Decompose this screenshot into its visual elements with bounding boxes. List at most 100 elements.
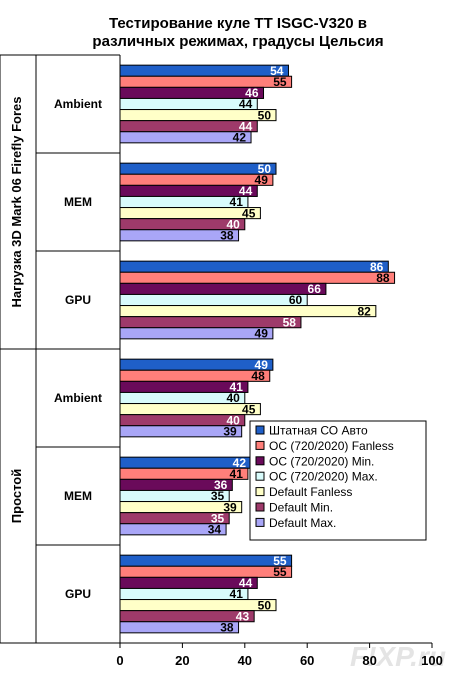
data-label: 35: [211, 511, 225, 525]
data-label: 86: [370, 260, 384, 274]
x-tick-label: 80: [362, 653, 376, 668]
legend-swatch: [255, 471, 265, 481]
data-label: 40: [226, 391, 240, 405]
x-tick-label: 40: [238, 653, 252, 668]
bars: 5455464450444250494441454038868866608258…: [119, 64, 396, 635]
category-label: GPU: [65, 587, 91, 601]
group-label: Простой: [9, 469, 24, 523]
x-axis: 0 20 40 60 80 100: [116, 55, 443, 668]
legend-label: Штатная СО Авто: [269, 424, 368, 438]
bar: [119, 554, 293, 567]
bar: [119, 271, 396, 284]
legend-swatch: [255, 456, 265, 466]
data-label: 54: [270, 64, 284, 78]
bar: [119, 327, 274, 340]
bar: [119, 610, 255, 623]
data-label: 39: [223, 425, 237, 439]
data-label: 82: [357, 304, 371, 318]
data-label: 45: [242, 402, 256, 416]
group-label: Нагрузка 3D Mark 06 Firefly Fores: [9, 97, 24, 308]
bar: [119, 316, 302, 329]
data-label: 55: [273, 565, 287, 579]
watermark-text: F!XP.ru: [350, 641, 446, 672]
bar: [119, 64, 289, 77]
group-labels: Нагрузка 3D Mark 06 Firefly Fores Простой: [0, 54, 120, 644]
legend-label: Default Fanless: [269, 485, 352, 499]
category-label: Ambient: [54, 391, 102, 405]
data-label: 58: [283, 315, 297, 329]
data-label: 88: [376, 271, 390, 285]
data-label: 44: [239, 576, 253, 590]
bar: [119, 260, 389, 273]
x-tick-label: 0: [116, 653, 123, 668]
x-tick-label: 60: [300, 653, 314, 668]
data-label: 50: [258, 108, 272, 122]
x-tick-label: 100: [421, 653, 443, 668]
legend-label: Default Min.: [269, 501, 333, 515]
bar: [119, 109, 277, 122]
legend-swatch: [255, 487, 265, 497]
legend-box: [249, 420, 427, 541]
data-label: 35: [211, 489, 225, 503]
category-label: GPU: [65, 293, 91, 307]
title-line: различных режимах, градусы Цельсия: [92, 33, 383, 50]
data-label: 42: [233, 456, 247, 470]
bar: [119, 97, 258, 111]
data-label: 55: [273, 554, 287, 568]
bar: [119, 599, 277, 612]
data-label: 40: [226, 217, 240, 231]
watermark: F!XP.ru: [350, 641, 446, 672]
data-label: 41: [230, 195, 244, 209]
data-label: 34: [208, 523, 222, 537]
data-label: 66: [308, 282, 322, 296]
bar: [119, 565, 293, 578]
data-label: 45: [242, 206, 256, 220]
data-label: 41: [230, 380, 244, 394]
data-label: 48: [251, 369, 265, 383]
category-label: MEM: [64, 489, 92, 503]
data-label: 44: [239, 97, 253, 111]
data-label: 41: [230, 467, 244, 481]
data-label: 38: [220, 621, 234, 635]
legend-label: ОС (720/2020) Min.: [269, 454, 374, 468]
bar: [119, 162, 277, 175]
data-label: 41: [230, 587, 244, 601]
data-label: 49: [255, 173, 269, 187]
data-label: 44: [239, 184, 253, 198]
bar: [119, 75, 293, 88]
category-label: Ambient: [54, 97, 102, 111]
data-label: 44: [239, 119, 253, 133]
data-label: 55: [273, 75, 287, 89]
legend-swatch: [255, 517, 265, 527]
data-label: 49: [255, 358, 269, 372]
data-label: 50: [258, 598, 272, 612]
bar: [119, 305, 377, 318]
chart-title: Тестирование куле TT ISGC-V320 вразличны…: [92, 15, 383, 50]
legend-label: Default Max.: [269, 516, 336, 530]
data-label: 38: [220, 229, 234, 243]
legend-label: ОС (720/2020) Fanless: [269, 439, 394, 453]
data-label: 49: [255, 327, 269, 341]
title-line: Тестирование куле TT ISGC-V320 в: [109, 15, 367, 32]
x-tick-label: 20: [175, 653, 189, 668]
bar: [119, 131, 252, 144]
bar: [119, 369, 271, 382]
data-label: 60: [289, 293, 303, 307]
legend-label: ОС (720/2020) Max.: [269, 470, 378, 484]
data-label: 50: [258, 162, 272, 176]
data-label: 42: [233, 131, 247, 145]
data-label: 36: [214, 478, 228, 492]
bar: [119, 358, 274, 371]
legend-swatch: [255, 502, 265, 512]
category-labels: Ambient MEM GPU Ambient MEM GPU: [36, 97, 120, 601]
data-label: 46: [245, 86, 259, 100]
data-label: 40: [226, 413, 240, 427]
bar: [119, 293, 308, 307]
legend-swatch: [255, 440, 265, 450]
legend-swatch: [255, 425, 265, 435]
data-label: 43: [236, 609, 250, 623]
data-label: 39: [223, 500, 237, 514]
